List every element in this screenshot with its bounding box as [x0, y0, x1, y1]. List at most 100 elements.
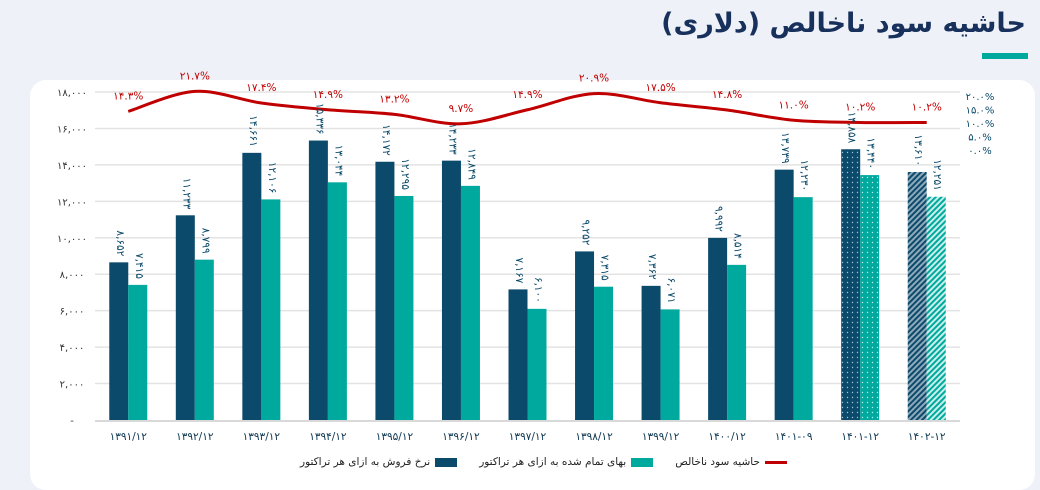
x-tick-label: ۱۴۰۱-۱۲ — [841, 431, 879, 443]
bar-sales — [708, 237, 728, 420]
y2-tick-label: ۵.۰% — [968, 133, 991, 144]
y-tick-label: ۲,۰۰۰ — [60, 380, 85, 391]
legend-swatch-margin — [764, 460, 787, 464]
legend-label-sales: نرخ فروش به ازای هر تراکتور — [300, 456, 431, 468]
x-tick-label: ۱۳۹۴/۱۲ — [309, 431, 347, 443]
data-label-sales: ۱۳,۷۳۹ — [779, 132, 791, 164]
bar-sales — [641, 285, 661, 420]
bar-sales — [575, 251, 595, 420]
x-tick-label: ۱۳۹۷/۱۲ — [509, 431, 547, 443]
bar-cost — [727, 264, 747, 420]
bar-sales — [774, 169, 794, 420]
data-label-sales: ۱۴,۸۵۸ — [846, 112, 858, 144]
data-label-margin: ۱۱.۰% — [779, 99, 809, 111]
bar-sales — [375, 161, 395, 420]
data-label-margin: ۱۴.۳% — [113, 90, 143, 102]
bar-sales — [841, 149, 861, 421]
bar-cost — [660, 309, 680, 420]
data-label-margin: ۱۴.۹% — [512, 89, 542, 101]
data-label-margin: ۲۰.۹% — [579, 73, 609, 85]
bar-sales — [907, 171, 927, 420]
x-tick-label: ۱۴۰۲-۱۲ — [908, 431, 946, 443]
data-label-sales: ۹,۲۵۲ — [580, 220, 592, 246]
y-tick-label: ۱۶,۰۰۰ — [57, 124, 87, 135]
data-label-cost: ۶,۱۰۰ — [532, 277, 544, 303]
y-tick-label: ۴,۰۰۰ — [60, 343, 85, 354]
x-tick-label: ۱۳۹۶/۱۲ — [442, 431, 480, 443]
bar-cost — [460, 185, 480, 420]
bar-cost — [128, 284, 148, 420]
bar-cost — [926, 196, 946, 420]
y-tick-label: ۶,۰۰۰ — [60, 307, 85, 318]
data-label-sales: ۱۱,۲۳۳ — [180, 178, 192, 210]
bar-sales — [308, 140, 328, 420]
data-label-margin: ۱۰.۲% — [845, 101, 875, 113]
margin-line — [127, 89, 927, 126]
x-tick-label: ۱۳۹۹/۱۲ — [642, 431, 680, 443]
bar-cost — [793, 197, 813, 420]
data-label-sales: ۷,۳۶۲ — [646, 254, 658, 280]
data-label-cost: ۸,۵۱۴ — [732, 233, 744, 259]
x-tick-label: ۱۴۰۱-۰۹ — [775, 431, 813, 443]
bar-sales — [508, 289, 528, 420]
bar-cost — [594, 286, 614, 420]
data-label-margin: ۹.۷% — [449, 103, 474, 115]
y-tick-label: - — [70, 416, 74, 427]
legend-swatch-cost — [631, 457, 654, 467]
data-label-sales: ۷,۱۶۷ — [513, 257, 525, 283]
bar-sales — [109, 262, 129, 420]
x-tick-label: ۱۳۹۵/۱۲ — [376, 431, 414, 443]
y2-tick-label: ۱۰.۰% — [966, 119, 995, 130]
data-label-margin: ۱۷.۵% — [645, 82, 675, 94]
data-label-cost: ۱۲,۲۵۱ — [931, 159, 943, 191]
x-tick-label: ۱۳۹۲/۱۲ — [176, 431, 214, 443]
data-label-sales: ۱۴,۶۶۱ — [247, 115, 259, 147]
data-label-cost: ۶,۰۷۱ — [665, 277, 677, 303]
x-tick-label: ۱۳۹۱/۱۲ — [110, 431, 148, 443]
data-label-margin: ۱۰.۲% — [912, 101, 942, 113]
x-tick-label: ۱۳۹۳/۱۲ — [243, 431, 281, 443]
data-label-sales: ۱۳,۶۱۰ — [912, 134, 924, 166]
legend-cost: بهای تمام شده به ازای هر تراکتور — [479, 456, 654, 468]
bar-cost — [194, 259, 214, 420]
chart-title: حاشیه سود ناخالص (دلاری) — [661, 8, 1026, 39]
y-tick-label: ۸,۰۰۰ — [60, 270, 85, 281]
bar-cost — [860, 175, 880, 420]
y-tick-label: ۱۲,۰۰۰ — [57, 197, 87, 208]
data-label-sales: ۱۵,۳۳۶ — [313, 103, 325, 135]
data-label-margin: ۱۷.۴% — [246, 82, 276, 94]
bar-cost — [261, 199, 281, 420]
legend-label-cost: بهای تمام شده به ازای هر تراکتور — [479, 456, 627, 468]
y2-tick-label: ۲۰.۰% — [966, 92, 995, 103]
y-tick-label: ۱۴,۰۰۰ — [57, 161, 87, 172]
y2-tick-label: ۰.۰% — [968, 146, 991, 157]
data-label-margin: ۱۴.۹% — [313, 89, 343, 101]
x-tick-label: ۱۳۹۸/۱۲ — [575, 431, 613, 443]
data-label-sales: ۱۴,۱۷۲ — [380, 124, 392, 156]
data-label-sales: ۸,۶۵۲ — [114, 230, 126, 256]
y2-tick-label: ۱۵.۰% — [966, 106, 995, 117]
bar-sales — [441, 160, 461, 420]
title-underline — [982, 53, 1028, 59]
y-tick-label: ۱۰,۰۰۰ — [57, 234, 87, 245]
data-label-cost: ۱۲,۸۴۹ — [465, 148, 477, 180]
bar-sales — [242, 152, 262, 420]
data-label-cost: ۷,۴۱۵ — [133, 253, 145, 279]
bar-cost — [327, 182, 347, 420]
x-tick-label: ۱۴۰۰/۱۲ — [708, 431, 746, 443]
legend-swatch-sales — [435, 457, 458, 467]
data-label-margin: ۱۳.۲% — [379, 93, 409, 105]
legend-margin: حاشیه سود ناخالص — [675, 456, 787, 468]
data-label-cost: ۷,۳۱۵ — [599, 255, 611, 281]
data-label-sales: ۱۴,۲۳۳ — [446, 123, 458, 155]
bar-cost — [394, 195, 414, 420]
legend-label-margin: حاشیه سود ناخالص — [675, 456, 760, 468]
data-label-cost: ۱۳,۰۴۴ — [332, 145, 344, 177]
data-label-cost: ۱۳,۴۴۰ — [865, 138, 877, 170]
bar-sales — [175, 215, 195, 420]
y-tick-label: ۱۸,۰۰۰ — [57, 88, 87, 99]
data-label-margin: ۲۱.۷% — [180, 70, 210, 82]
data-label-cost: ۸,۷۹۹ — [199, 228, 211, 254]
data-label-cost: ۱۲,۲۳۰ — [798, 160, 810, 192]
